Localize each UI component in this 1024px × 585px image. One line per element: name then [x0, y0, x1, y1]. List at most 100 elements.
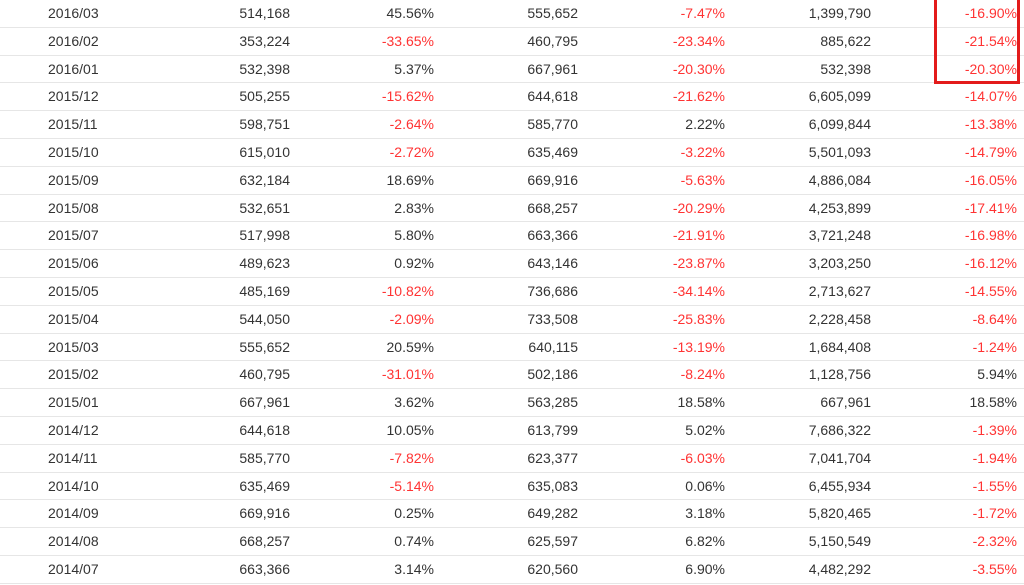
- period-cell: 2015/04: [48, 310, 99, 327]
- change-cell-3: -16.05%: [964, 171, 1017, 188]
- value-cell-1: 668,257: [239, 533, 290, 550]
- change-cell-1: 45.56%: [386, 5, 434, 21]
- period-cell: 2015/03: [48, 338, 99, 355]
- change-cell-2: 0.06%: [685, 477, 725, 494]
- value-cell-2: 640,115: [528, 338, 578, 355]
- change-cell-2: -7.47%: [680, 5, 725, 21]
- value-cell-2: 625,597: [527, 533, 578, 550]
- period-cell: 2015/10: [48, 143, 99, 160]
- value-cell-2: 736,686: [527, 282, 578, 299]
- change-cell-1: -2.64%: [389, 116, 434, 133]
- value-cell-3: 1,684,408: [808, 338, 871, 355]
- change-cell-2: 3.18%: [685, 505, 725, 522]
- value-cell-1: 555,652: [239, 338, 290, 355]
- change-cell-3: -1.72%: [972, 505, 1017, 522]
- change-cell-1: -31.01%: [381, 366, 434, 383]
- change-cell-3: -1.55%: [972, 477, 1017, 494]
- change-cell-1: -15.62%: [381, 88, 434, 105]
- table-row: 2015/03 555,652 20.59% 640,115 -13.19% 1,684,…: [0, 334, 1024, 362]
- table-row: 2015/02 460,795 -31.01% 502,186 -8.24% 1,128,…: [0, 361, 1024, 390]
- change-cell-2: 6.90%: [685, 560, 725, 577]
- value-cell-2: 635,469: [527, 143, 578, 160]
- value-cell-3: 4,253,899: [808, 199, 871, 216]
- change-cell-3: -13.38%: [964, 116, 1017, 133]
- change-cell-2: 2.22%: [685, 116, 725, 133]
- change-cell-3: -1.94%: [972, 449, 1017, 466]
- period-cell: 2016/03: [48, 5, 99, 21]
- change-cell-2: -20.30%: [672, 60, 725, 77]
- value-cell-3: 667,961: [820, 394, 871, 411]
- change-cell-1: 18.69%: [386, 171, 434, 188]
- change-cell-2: -5.63%: [680, 171, 725, 188]
- table-row: 2015/04 544,050 -2.09% 733,508 -25.83% 2,228,…: [0, 306, 1024, 334]
- value-cell-2: 585,770: [527, 116, 578, 133]
- period-cell: 2014/07: [48, 560, 99, 577]
- change-cell-2: -23.87%: [672, 255, 725, 272]
- value-cell-1: 532,651: [239, 199, 290, 216]
- table-row: 2015/10 615,010 -2.72% 635,469 -3.22% 5,501,0…: [0, 139, 1024, 167]
- table-row: 2016/03 514,168 45.56% 555,652 -7.47% 1,399,7…: [0, 0, 1024, 28]
- value-cell-1: 615,010: [239, 143, 290, 160]
- change-cell-1: -2.72%: [389, 143, 434, 160]
- period-cell: 2014/12: [48, 421, 99, 438]
- table-row: 2014/10 635,469 -5.14% 635,083 0.06% 6,455,93…: [0, 473, 1024, 501]
- period-cell: 2015/05: [48, 282, 99, 299]
- change-cell-1: 0.92%: [394, 255, 434, 272]
- table-row: 2014/11 585,770 -7.82% 623,377 -6.03% 7,041,7…: [0, 445, 1024, 473]
- change-cell-3: -1.24%: [972, 338, 1017, 355]
- value-cell-1: 460,795: [239, 366, 290, 383]
- value-cell-3: 6,455,934: [808, 477, 871, 494]
- change-cell-2: 6.82%: [685, 533, 725, 550]
- value-cell-3: 2,713,627: [808, 282, 871, 299]
- table-row: 2015/12 505,255 -15.62% 644,618 -21.62% 6,605…: [0, 83, 1024, 112]
- period-cell: 2014/09: [48, 505, 99, 522]
- period-cell: 2015/02: [48, 366, 99, 383]
- period-cell: 2014/08: [48, 533, 99, 550]
- change-cell-3: -2.32%: [972, 533, 1017, 550]
- change-cell-2: -20.29%: [672, 199, 725, 216]
- table-row: 2015/09 632,184 18.69% 669,916 -5.63% 4,886,0…: [0, 167, 1024, 195]
- change-cell-1: -2.09%: [389, 310, 434, 327]
- table-row: 2016/01 532,398 5.37% 667,961 -20.30% 532,398…: [0, 56, 1024, 84]
- value-cell-1: 663,366: [239, 560, 290, 577]
- change-cell-2: 5.02%: [685, 421, 725, 438]
- change-cell-1: 10.05%: [386, 421, 434, 438]
- change-cell-3: -1.39%: [972, 421, 1017, 438]
- change-cell-1: -5.14%: [389, 477, 434, 494]
- value-cell-2: 502,186: [527, 366, 578, 383]
- value-cell-3: 2,228,458: [808, 310, 871, 327]
- value-cell-2: 668,257: [527, 199, 578, 216]
- value-cell-1: 544,050: [239, 310, 290, 327]
- change-cell-3: -20.30%: [964, 60, 1017, 77]
- table-row: 2015/08 532,651 2.83% 668,257 -20.29% 4,253,8…: [0, 195, 1024, 223]
- value-cell-3: 5,820,465: [808, 505, 871, 522]
- value-cell-1: 632,184: [239, 171, 290, 188]
- value-cell-3: 3,721,248: [808, 227, 871, 244]
- value-cell-1: 353,224: [239, 32, 290, 49]
- value-cell-3: 4,886,084: [808, 171, 871, 188]
- period-cell: 2015/09: [48, 171, 99, 188]
- period-cell: 2016/01: [48, 60, 99, 77]
- change-cell-2: -6.03%: [680, 449, 725, 466]
- value-cell-2: 555,652: [527, 5, 578, 21]
- change-cell-1: 2.83%: [394, 199, 434, 216]
- value-cell-3: 1,399,790: [808, 5, 871, 21]
- change-cell-1: 5.80%: [394, 227, 434, 244]
- change-cell-3: -16.90%: [964, 5, 1017, 21]
- value-cell-2: 667,961: [527, 60, 578, 77]
- table-row: 2014/08 668,257 0.74% 625,597 6.82% 5,150,549…: [0, 528, 1024, 556]
- value-cell-1: 667,961: [239, 394, 290, 411]
- table-row: 2015/11 598,751 -2.64% 585,770 2.22% 6,099,84…: [0, 111, 1024, 139]
- value-cell-3: 1,128,756: [808, 366, 871, 383]
- period-cell: 2015/12: [48, 88, 99, 105]
- period-cell: 2015/08: [48, 199, 99, 216]
- table-row: 2015/05 485,169 -10.82% 736,686 -34.14% 2,713…: [0, 278, 1024, 306]
- value-cell-2: 733,508: [527, 310, 578, 327]
- value-cell-1: 489,623: [239, 255, 290, 272]
- table-row: 2015/06 489,623 0.92% 643,146 -23.87% 3,203,2…: [0, 250, 1024, 278]
- change-cell-2: -13.19%: [672, 338, 725, 355]
- change-cell-1: 5.37%: [394, 60, 434, 77]
- value-cell-3: 5,501,093: [808, 143, 871, 160]
- period-cell: 2014/11: [48, 449, 98, 466]
